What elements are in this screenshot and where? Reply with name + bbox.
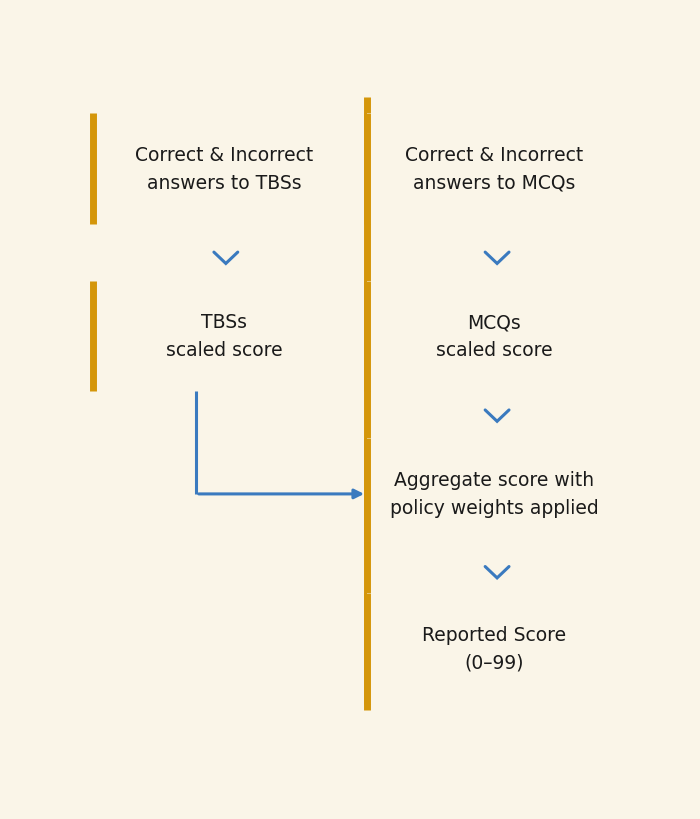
- Text: MCQs
scaled score: MCQs scaled score: [436, 313, 553, 360]
- FancyBboxPatch shape: [93, 114, 356, 224]
- Text: TBSs
scaled score: TBSs scaled score: [166, 313, 283, 360]
- FancyBboxPatch shape: [93, 281, 356, 391]
- Text: Reported Score
(0–99): Reported Score (0–99): [422, 625, 566, 672]
- FancyBboxPatch shape: [367, 593, 622, 704]
- FancyBboxPatch shape: [367, 281, 622, 391]
- FancyBboxPatch shape: [367, 114, 622, 224]
- Text: Correct & Incorrect
answers to MCQs: Correct & Incorrect answers to MCQs: [405, 146, 584, 192]
- FancyBboxPatch shape: [367, 439, 622, 550]
- Text: Aggregate score with
policy weights applied: Aggregate score with policy weights appl…: [390, 471, 598, 518]
- Text: Correct & Incorrect
answers to TBSs: Correct & Incorrect answers to TBSs: [135, 146, 314, 192]
